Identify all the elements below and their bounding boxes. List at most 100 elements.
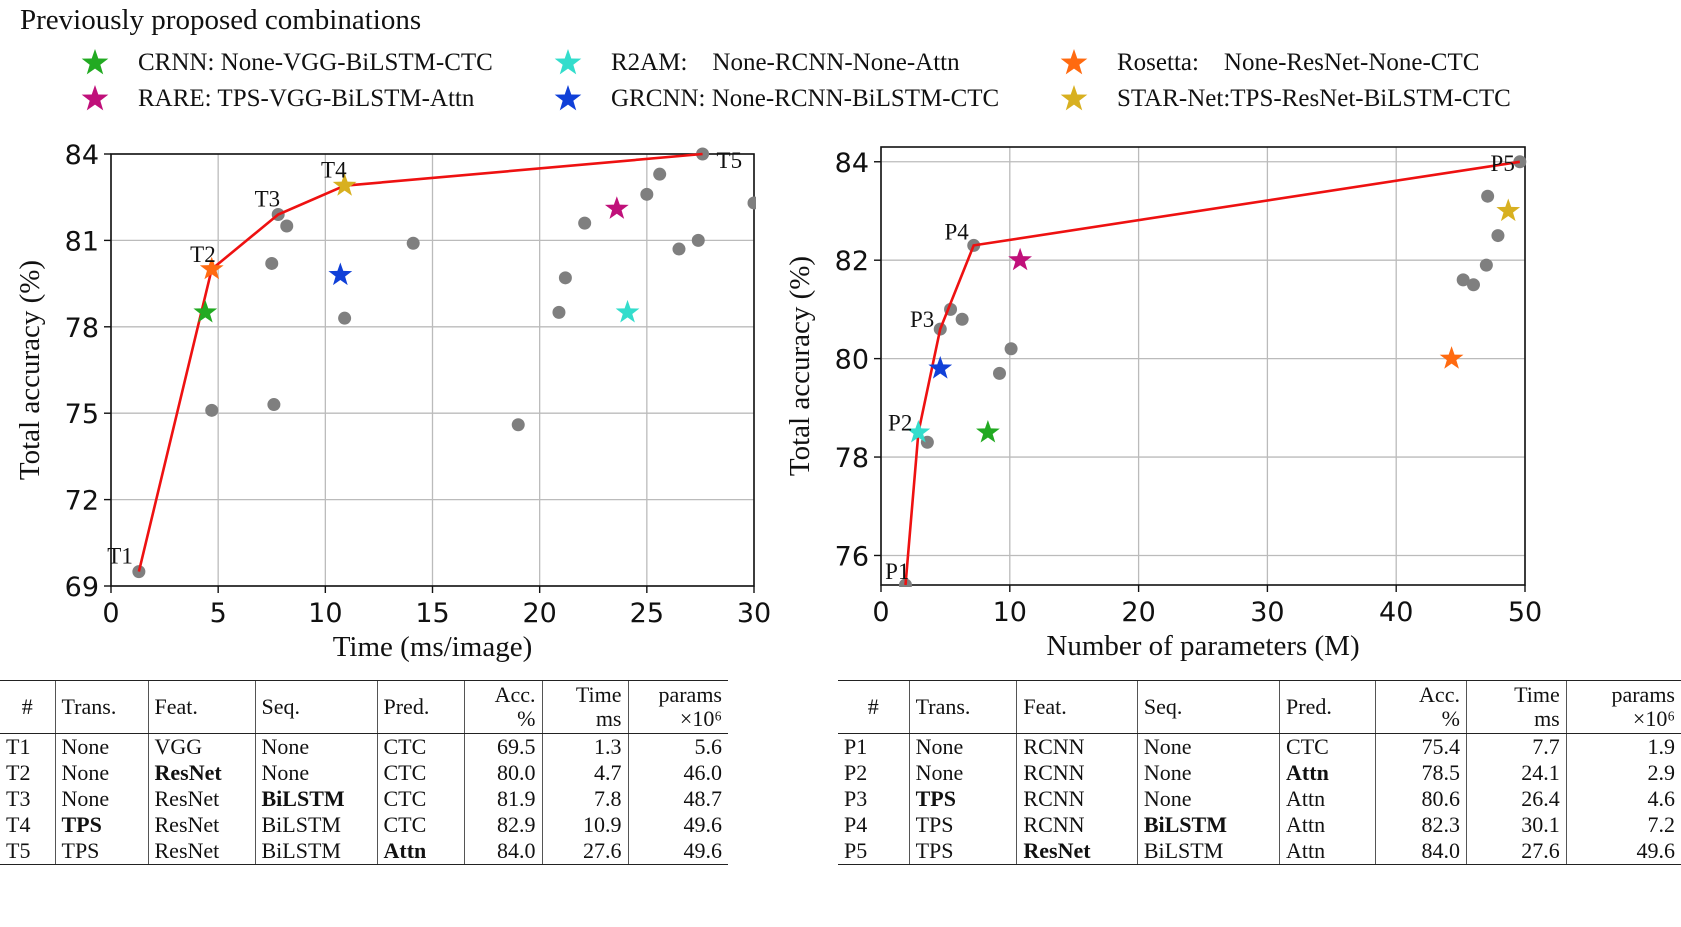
table-cell: ResNet (148, 786, 255, 812)
star-icon (1059, 84, 1089, 114)
table-cell: T5 (0, 838, 55, 865)
data-point (559, 271, 572, 284)
data-point (640, 188, 653, 201)
table-cell: 1.9 (1566, 734, 1681, 761)
table-cell: RCNN (1017, 734, 1137, 761)
frontier-label: T3 (255, 186, 281, 211)
table-cell: Attn (1280, 760, 1376, 786)
legend-item-r2am: R2AM: None-RCNN-None-Attn (553, 48, 960, 78)
column-header-label: Acc. (1382, 683, 1460, 707)
table-cell: Attn (1280, 786, 1376, 812)
table-cell: 10.9 (542, 812, 628, 838)
model-star-crnn (193, 300, 217, 323)
table-cell: TPS (55, 838, 148, 865)
legend-label: Rosetta: None-ResNet-None-CTC (1117, 49, 1479, 77)
data-point (1005, 342, 1018, 355)
column-header-label: Acc. (471, 683, 536, 707)
frontier-label: P4 (944, 219, 969, 244)
table-cell: 84.0 (1376, 838, 1467, 865)
column-header-label: Trans. (916, 695, 1011, 719)
x-axis-title: Number of parameters (M) (1046, 630, 1359, 662)
table-cell: CTC (1280, 734, 1376, 761)
table-cell: P1 (838, 734, 909, 761)
legend-item-grcnn: GRCNN: None-RCNN-BiLSTM-CTC (553, 84, 999, 114)
table-cell: 7.8 (542, 786, 628, 812)
table-cell: T3 (0, 786, 55, 812)
table-cell: CTC (377, 734, 464, 761)
table-cell: None (1137, 760, 1279, 786)
table-row: T5 TPS ResNet BiLSTM Attn 84.0 27.6 49.6 (0, 838, 728, 865)
star-icon (80, 84, 110, 114)
plot-frame (881, 147, 1525, 585)
table-cell: 82.3 (1376, 812, 1467, 838)
data-point (1481, 190, 1494, 203)
x-tick-label: 40 (1379, 597, 1413, 628)
table-cell: None (1137, 734, 1279, 761)
table-cell: ResNet (1017, 838, 1137, 865)
table-cell: TPS (909, 838, 1017, 865)
column-header-label: Seq. (1144, 695, 1273, 719)
y-axis-title: Total accuracy (%) (14, 260, 46, 480)
y-axis-title: Total accuracy (%) (784, 256, 816, 476)
table-cell: ResNet (148, 838, 255, 865)
data-point (748, 196, 761, 209)
table-row: T2 None ResNet None CTC 80.0 4.7 46.0 (0, 760, 728, 786)
table-cell: 78.5 (1376, 760, 1467, 786)
time-accuracy-chart: 0 5 10 15 20 25 30 69 72 75 78 81 84 Time (ms/image) T… (0, 140, 800, 670)
column-header: Acc.% (464, 681, 542, 734)
model-star-crnn (976, 420, 1000, 443)
frontier-label: T1 (107, 544, 133, 569)
table-cell: T2 (0, 760, 55, 786)
column-header-label: Pred. (1286, 695, 1369, 719)
model-star-rare (605, 196, 629, 219)
data-point (265, 257, 278, 270)
data-point (956, 313, 969, 326)
column-header: Time ms (542, 681, 628, 734)
table-cell: 49.6 (1566, 838, 1681, 865)
frontier-label: P2 (888, 410, 912, 435)
params-accuracy-chart: 0 10 20 30 40 50 76 78 80 82 84 Number of parameter… (790, 140, 1681, 670)
x-tick-label: 0 (102, 598, 119, 629)
frontier-label: P1 (885, 559, 909, 584)
table-row: P5 TPS ResNet BiLSTM Attn 84.0 27.6 49.6 (838, 838, 1681, 865)
table-cell: CTC (377, 786, 464, 812)
column-header-unit: ×10⁶ (635, 707, 723, 731)
y-tick-label: 80 (835, 345, 869, 376)
model-star-grcnn (328, 262, 352, 285)
x-tick-label: 30 (1250, 597, 1284, 628)
column-header: Seq. (255, 681, 377, 734)
legend-label: RARE: TPS-VGG-BiLSTM-Attn (138, 85, 474, 113)
column-header-label: Feat. (1023, 695, 1130, 719)
y-tick-label: 72 (65, 486, 99, 517)
column-header-label: params (1573, 683, 1675, 707)
table-cell: P2 (838, 760, 909, 786)
legend-label: R2AM: None-RCNN-None-Attn (611, 49, 960, 77)
star-icon (553, 84, 583, 114)
x-tick-label: 10 (993, 597, 1027, 628)
table-cell: None (55, 734, 148, 761)
x-tick-label: 20 (1121, 597, 1155, 628)
table-cell: 49.6 (628, 812, 728, 838)
legend-item-star-net: STAR-Net:TPS-ResNet-BiLSTM-CTC (1059, 84, 1511, 114)
legend-item-rare: RARE: TPS-VGG-BiLSTM-Attn (80, 84, 474, 114)
frontier-label: T5 (717, 148, 743, 173)
table-row: P1 None RCNN None CTC 75.4 7.7 1.9 (838, 734, 1681, 761)
table-cell: Attn (377, 838, 464, 865)
data-point (1467, 278, 1480, 291)
table-cell: P5 (838, 838, 909, 865)
model-star-r2am (616, 300, 640, 323)
table-cell: ResNet (148, 760, 255, 786)
table-cell: BiLSTM (1137, 838, 1279, 865)
model-star-grcnn (928, 356, 952, 379)
table-cell: None (1137, 786, 1279, 812)
table-cell: 80.6 (1376, 786, 1467, 812)
y-tick-label: 75 (65, 399, 99, 430)
model-star-star-net (1496, 198, 1520, 221)
table-cell: TPS (55, 812, 148, 838)
table-cell: 27.6 (1466, 838, 1566, 865)
star-icon (553, 48, 583, 78)
column-header: Acc.% (1376, 681, 1467, 734)
data-point (552, 306, 565, 319)
column-header-unit: % (471, 707, 536, 731)
table-cell: 49.6 (628, 838, 728, 865)
